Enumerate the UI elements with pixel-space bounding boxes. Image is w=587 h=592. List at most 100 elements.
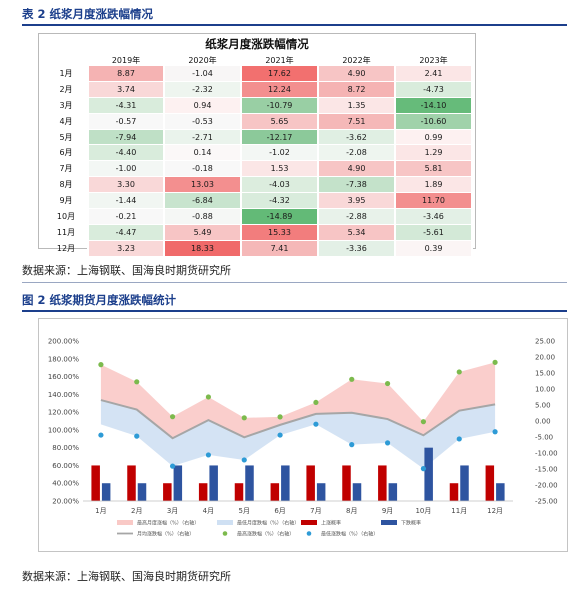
up-probability-bar: [127, 465, 136, 501]
figure-source-note: 数据来源：上海钢联、国海良时期货研究所: [22, 570, 231, 583]
table-row: 8月 3.30 13.03 -4.03 -7.38 1.89: [45, 176, 473, 194]
table-cell: -1.00: [88, 160, 165, 178]
table-cell: 1.35: [318, 97, 396, 114]
table-cell: 13.03: [164, 176, 242, 194]
x-tick-label: 12月: [487, 507, 503, 515]
max-change-dot: [384, 380, 391, 387]
table-cell: -14.89: [241, 208, 319, 225]
table-cell: 8.72: [318, 81, 396, 98]
y-right-tick-label: -15.00: [535, 466, 558, 474]
down-probability-bar: [460, 465, 469, 501]
table-row: 3月 -4.31 0.94 -10.79 1.35 -14.10: [45, 97, 473, 114]
table-cell: -4.73: [395, 81, 473, 98]
table-cell: 5.49: [164, 224, 242, 241]
legend-label: 最低月度跌幅（%）（右轴）: [237, 520, 299, 527]
table-cell: -10.79: [241, 97, 319, 114]
legend-label: 最高月度涨幅（%）（右轴）: [137, 520, 199, 527]
table-cell: 17.62: [241, 66, 319, 82]
table-cell: 2.41: [395, 66, 473, 82]
y-right-tick-label: 20.00: [535, 354, 555, 362]
legend-swatch: [306, 531, 312, 536]
up-probability-bar: [234, 483, 244, 501]
table-cell: -3.62: [318, 129, 396, 146]
legend-label: 最高涨跌幅（%）（右轴）: [237, 531, 294, 538]
max-change-dot: [205, 394, 212, 400]
table-cell: -0.57: [88, 113, 165, 130]
max-change-dot: [420, 419, 427, 425]
row-month-label: 4月: [45, 113, 89, 130]
x-tick-label: 11月: [451, 507, 467, 515]
legend-swatch: [381, 520, 397, 525]
table-row: 11月 -4.47 5.49 15.33 5.34 -5.61: [45, 224, 473, 241]
table-header-row: 2019年 2020年 2021年 2022年 2023年: [45, 55, 472, 66]
table-row: 1月 8.87 -1.04 17.62 4.90 2.41: [45, 66, 473, 82]
row-month-label: 3月: [45, 97, 89, 114]
table-cell: -4.47: [88, 224, 165, 241]
y-left-tick-label: 140.00%: [48, 391, 79, 399]
x-tick-label: 8月: [346, 507, 357, 515]
up-probability-bar: [449, 483, 459, 501]
table-row: 10月 -0.21 -0.88 -14.89 -2.88 -3.46: [45, 208, 473, 225]
legend-label: 下跌概率: [401, 520, 421, 527]
y-left-tick-label: 160.00%: [48, 373, 79, 381]
table-cell: -0.88: [164, 208, 242, 225]
table-cell: -6.84: [164, 192, 242, 210]
x-tick-label: 5月: [239, 507, 250, 515]
up-probability-bar: [342, 465, 351, 501]
table-cell: -2.71: [164, 129, 242, 146]
row-month-label: 5月: [45, 129, 89, 146]
table-cell: -2.32: [164, 81, 242, 98]
table-cell: 7.41: [241, 240, 319, 257]
table-cell: 11.70: [395, 192, 473, 210]
average-change-line: [100, 399, 496, 440]
y-left-tick-label: 120.00%: [48, 409, 79, 417]
x-tick-label: 9月: [382, 507, 393, 515]
min-change-dot: [313, 421, 319, 427]
x-tick-label: 2月: [131, 507, 142, 515]
min-change-dot: [384, 440, 391, 446]
up-probability-bar: [378, 465, 387, 501]
max-change-dot: [456, 369, 462, 375]
table-cell: -4.03: [241, 176, 319, 194]
table-cell: 4.90: [318, 66, 396, 82]
x-tick-label: 1月: [95, 507, 106, 515]
table-cell: 18.33: [164, 240, 242, 257]
table-cell: 0.94: [164, 97, 242, 114]
table-cell: 3.23: [88, 240, 165, 257]
table-cell: -4.40: [88, 144, 165, 162]
table-cell: -4.32: [241, 192, 319, 210]
table-cell: 8.87: [88, 66, 165, 82]
monthly-change-table: 纸浆月度涨跌幅情况 2019年 2020年 2021年 2022年 2023年 1月 8.…: [38, 33, 476, 257]
down-probability-bar: [101, 483, 111, 501]
y-right-tick-label: 0.00: [535, 418, 551, 426]
y-left-tick-label: 40.00%: [52, 480, 79, 488]
x-tick-label: 3月: [167, 507, 178, 515]
row-month-label: 6月: [45, 144, 89, 162]
row-month-label: 7月: [45, 160, 89, 178]
table-caption-rule: [22, 24, 567, 26]
up-probability-bar: [163, 483, 172, 501]
min-change-dot: [241, 457, 247, 463]
table-cell: 1.53: [241, 160, 319, 178]
max-gain-area: [100, 362, 496, 439]
down-probability-bar: [388, 483, 398, 501]
y-right-tick-label: -25.00: [535, 498, 558, 506]
chart-canvas: 20.00% 40.00% 60.00% 80.00% 100.00% 120.00% 14…: [48, 338, 558, 538]
min-change-dot: [456, 436, 462, 442]
table-cell: -4.31: [88, 97, 165, 114]
y-left-tick-label: 180.00%: [48, 355, 79, 363]
header-year: 2019年: [111, 56, 141, 65]
table-cell: 0.39: [395, 240, 473, 257]
min-change-dot: [277, 432, 283, 438]
x-tick-label: 7月: [310, 507, 321, 515]
table-cell: -7.94: [88, 129, 165, 146]
min-change-dot: [492, 429, 498, 435]
min-change-dot: [98, 432, 104, 438]
y-right-tick-label: -20.00: [535, 482, 558, 490]
row-month-label: 2月: [45, 81, 89, 98]
table-row: 7月 -1.00 -0.18 1.53 4.90 5.81: [45, 160, 473, 178]
y-right-tick-label: 15.00: [535, 370, 555, 378]
row-month-label: 10月: [45, 208, 89, 225]
table-cell: 0.99: [395, 129, 473, 146]
table-cell: -1.44: [88, 192, 165, 210]
